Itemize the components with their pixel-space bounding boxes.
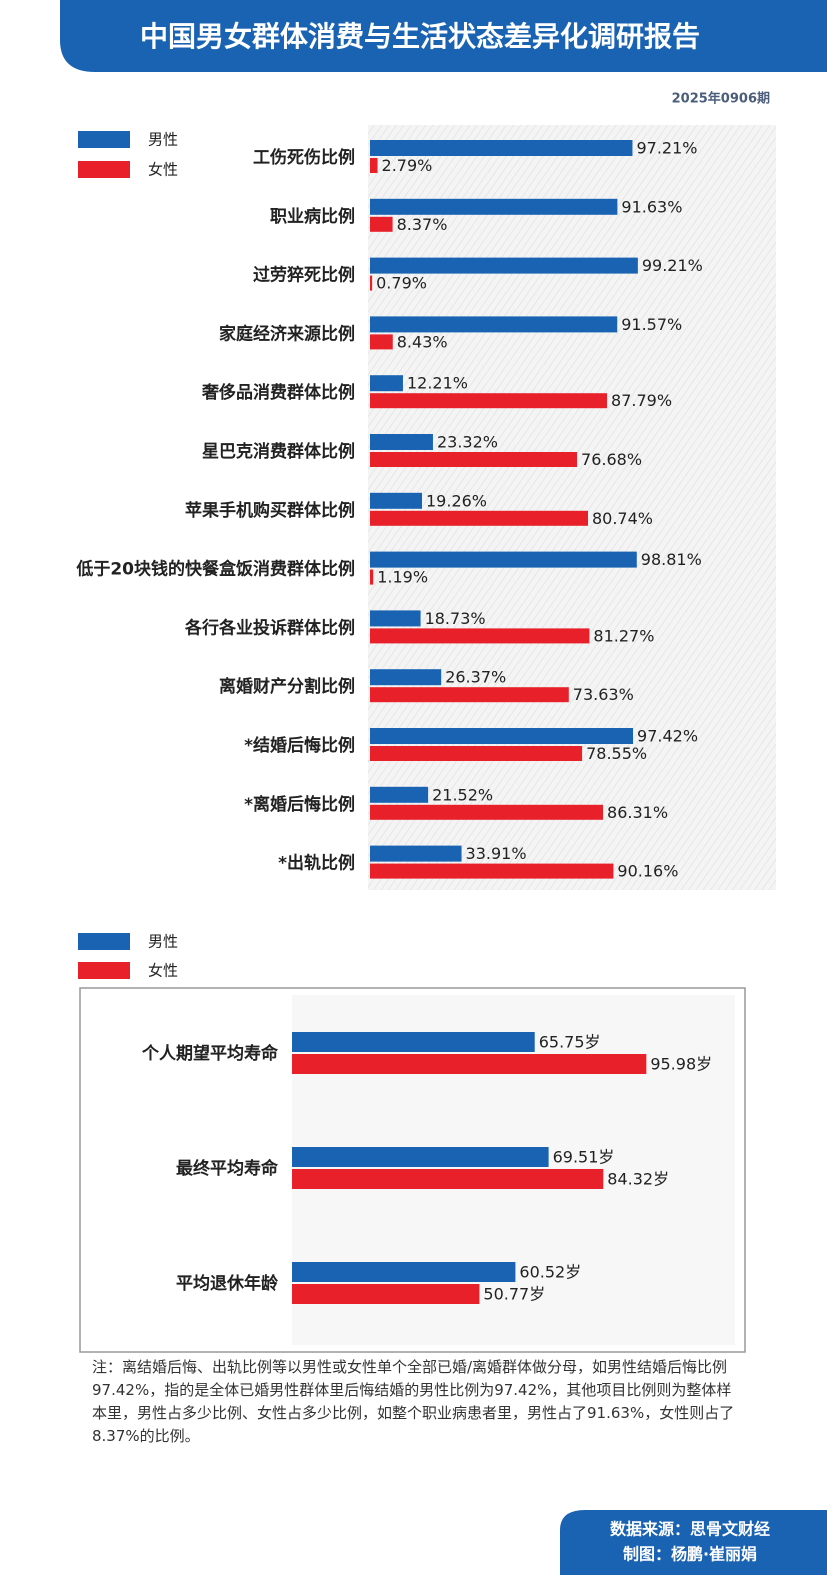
value-label: 73.63% bbox=[573, 685, 634, 704]
value-label: 60.52岁 bbox=[519, 1263, 581, 1282]
value-label: 78.55% bbox=[586, 744, 647, 763]
category-label: 过劳猝死比例 bbox=[253, 265, 355, 286]
value-label: 2.79% bbox=[382, 156, 433, 175]
value-label: 12.21% bbox=[407, 374, 468, 393]
category-label: *出轨比例 bbox=[278, 853, 355, 874]
bar bbox=[370, 687, 569, 703]
value-label: 69.51岁 bbox=[553, 1148, 615, 1167]
legend-label: 女性 bbox=[148, 161, 178, 179]
value-label: 86.31% bbox=[607, 803, 668, 822]
bar bbox=[370, 863, 614, 879]
value-label: 76.68% bbox=[581, 450, 642, 469]
value-label: 81.27% bbox=[593, 626, 654, 645]
value-label: 97.21% bbox=[636, 139, 697, 158]
legend-swatch bbox=[78, 962, 130, 979]
legend-swatch bbox=[78, 131, 130, 148]
bar bbox=[370, 375, 403, 392]
category-label: *离婚后悔比例 bbox=[244, 794, 355, 815]
legend-label: 女性 bbox=[148, 962, 178, 980]
value-label: 98.81% bbox=[641, 550, 702, 569]
bar bbox=[370, 434, 433, 450]
bar bbox=[292, 1032, 535, 1052]
legend-swatch bbox=[78, 933, 130, 950]
value-label: 90.16% bbox=[617, 862, 678, 881]
bar bbox=[370, 804, 604, 820]
bar bbox=[370, 728, 634, 744]
value-label: 95.98岁 bbox=[650, 1055, 712, 1074]
category-label: 各行各业投诉群体比例 bbox=[184, 617, 355, 638]
bar bbox=[370, 275, 373, 291]
value-label: 65.75岁 bbox=[539, 1033, 601, 1052]
value-label: 26.37% bbox=[445, 668, 506, 687]
bar bbox=[292, 1262, 516, 1282]
category-label: 个人期望平均寿命 bbox=[141, 1043, 279, 1064]
title: 中国男女群体消费与生活状态差异化调研报告 bbox=[140, 20, 700, 53]
value-label: 97.42% bbox=[637, 727, 698, 746]
bar bbox=[370, 569, 374, 585]
bar bbox=[370, 746, 583, 761]
value-label: 23.32% bbox=[437, 433, 498, 452]
bar bbox=[370, 158, 378, 173]
value-label: 50.77岁 bbox=[483, 1285, 545, 1304]
bar bbox=[370, 551, 637, 568]
note: 注：离结婚后悔、出轨比例等以男性或女性单个全部已婚/离婚群体做分母，如男性结婚后… bbox=[92, 1358, 735, 1445]
category-label: *结婚后悔比例 bbox=[244, 735, 355, 756]
bar bbox=[370, 316, 618, 333]
value-label: 8.37% bbox=[397, 215, 448, 234]
bar bbox=[370, 510, 588, 526]
bar bbox=[370, 257, 638, 274]
category-label: 离婚财产分割比例 bbox=[219, 676, 355, 697]
category-label: 最终平均寿命 bbox=[176, 1158, 279, 1179]
legend-swatch bbox=[78, 161, 130, 178]
legend-label: 男性 bbox=[148, 933, 178, 951]
category-label: 低于20块钱的快餐盒饭消费群体比例 bbox=[75, 559, 355, 580]
value-label: 33.91% bbox=[466, 844, 527, 863]
bar bbox=[370, 334, 393, 350]
footer-banner bbox=[560, 1510, 827, 1575]
value-label: 18.73% bbox=[425, 609, 486, 628]
bar bbox=[370, 216, 393, 232]
issue: 2025年0906期 bbox=[672, 91, 770, 107]
footer-author: 制图：杨鹏·崔丽娟 bbox=[623, 1545, 757, 1564]
category-label: 星巴克消费群体比例 bbox=[202, 441, 355, 462]
value-label: 8.43% bbox=[397, 332, 448, 351]
category-label: 平均退休年龄 bbox=[176, 1273, 279, 1294]
value-label: 87.79% bbox=[611, 391, 672, 410]
legend-label: 男性 bbox=[148, 131, 178, 149]
category-label: 工伤死伤比例 bbox=[253, 147, 355, 168]
bar bbox=[370, 610, 421, 627]
plot-background bbox=[368, 125, 776, 890]
bar bbox=[292, 1054, 647, 1074]
bar bbox=[370, 393, 608, 409]
bar bbox=[370, 492, 423, 509]
category-label: 职业病比例 bbox=[270, 206, 355, 227]
bar bbox=[370, 669, 442, 686]
bar bbox=[370, 786, 429, 803]
footer-source: 数据来源：思骨文财经 bbox=[610, 1520, 770, 1539]
value-label: 84.32岁 bbox=[607, 1170, 669, 1189]
value-label: 21.52% bbox=[432, 785, 493, 804]
value-label: 1.19% bbox=[377, 568, 428, 587]
category-label: 苹果手机购买群体比例 bbox=[185, 500, 355, 521]
bar bbox=[370, 452, 578, 467]
category-label: 家庭经济来源比例 bbox=[219, 323, 355, 344]
value-label: 99.21% bbox=[642, 256, 703, 275]
value-label: 80.74% bbox=[592, 509, 653, 528]
bar bbox=[370, 845, 462, 862]
bar bbox=[370, 198, 618, 215]
value-label: 0.79% bbox=[376, 274, 427, 293]
bar bbox=[292, 1147, 549, 1167]
bar bbox=[292, 1169, 604, 1189]
bar bbox=[292, 1284, 480, 1304]
bar bbox=[370, 140, 633, 156]
value-label: 91.57% bbox=[621, 315, 682, 334]
title-banner bbox=[60, 0, 827, 72]
bar bbox=[370, 628, 590, 644]
category-label: 奢侈品消费群体比例 bbox=[201, 382, 355, 403]
value-label: 91.63% bbox=[621, 197, 682, 216]
value-label: 19.26% bbox=[426, 491, 487, 510]
